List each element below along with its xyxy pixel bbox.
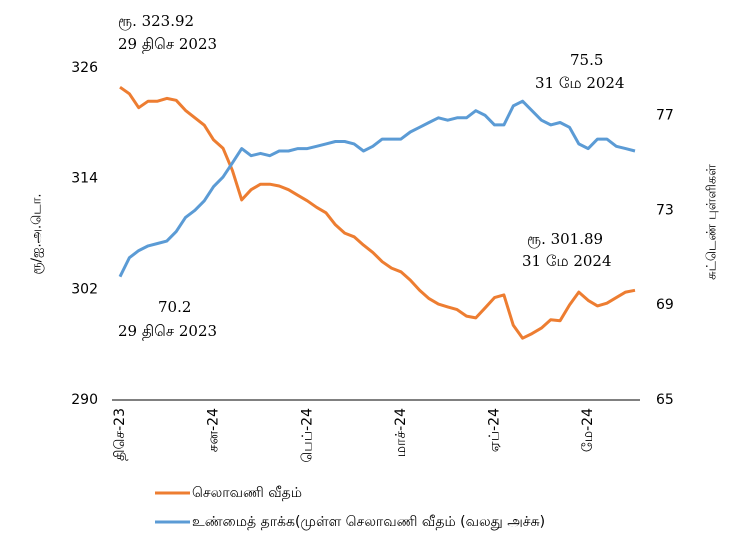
annotation: ரூ. 323.92 (118, 12, 194, 30)
legend-label: செலாவணி வீதம் (192, 485, 302, 501)
y2-tick-label: 65 (656, 392, 674, 408)
y-tick-label: 290 (71, 392, 98, 408)
x-tick-label: திசெ-23 (112, 408, 128, 461)
x-tick-label: சன-24 (206, 408, 222, 452)
y-tick-label: 326 (71, 60, 98, 76)
annotation: 70.2 (158, 298, 191, 316)
x-tick-label: மாச்-24 (393, 408, 409, 457)
y-tick-label: 302 (71, 281, 98, 297)
y-tick-label: 314 (71, 171, 98, 187)
y2-axis-label: சுட்டெண் புள்ளிகள் (705, 164, 720, 280)
series-line (119, 85, 636, 340)
x-tick-label: ஏப்-24 (487, 408, 503, 452)
y2-tick-label: 69 (656, 297, 674, 313)
x-tick-label: பெப்-24 (299, 408, 315, 463)
annotation: 31 மே 2024 (522, 252, 612, 270)
annotation: 29 திசெ 2023 (118, 322, 217, 340)
annotation: 31 மே 2024 (535, 74, 625, 92)
legend-label: உண்மைத் தாக்க(முள்ள செலாவணி வீதம் (வலது … (192, 514, 545, 530)
annotation: ரூ. 301.89 (527, 230, 603, 248)
y-axis-label: ரூ/ஐ.அ.டொ. (30, 193, 45, 274)
series-line (118, 99, 636, 278)
x-tick-label: மே-24 (580, 408, 596, 452)
y2-tick-label: 73 (656, 202, 674, 218)
y2-tick-label: 77 (656, 107, 674, 123)
annotation: 29 திசெ 2023 (118, 35, 217, 53)
annotation: 75.5 (570, 51, 603, 69)
